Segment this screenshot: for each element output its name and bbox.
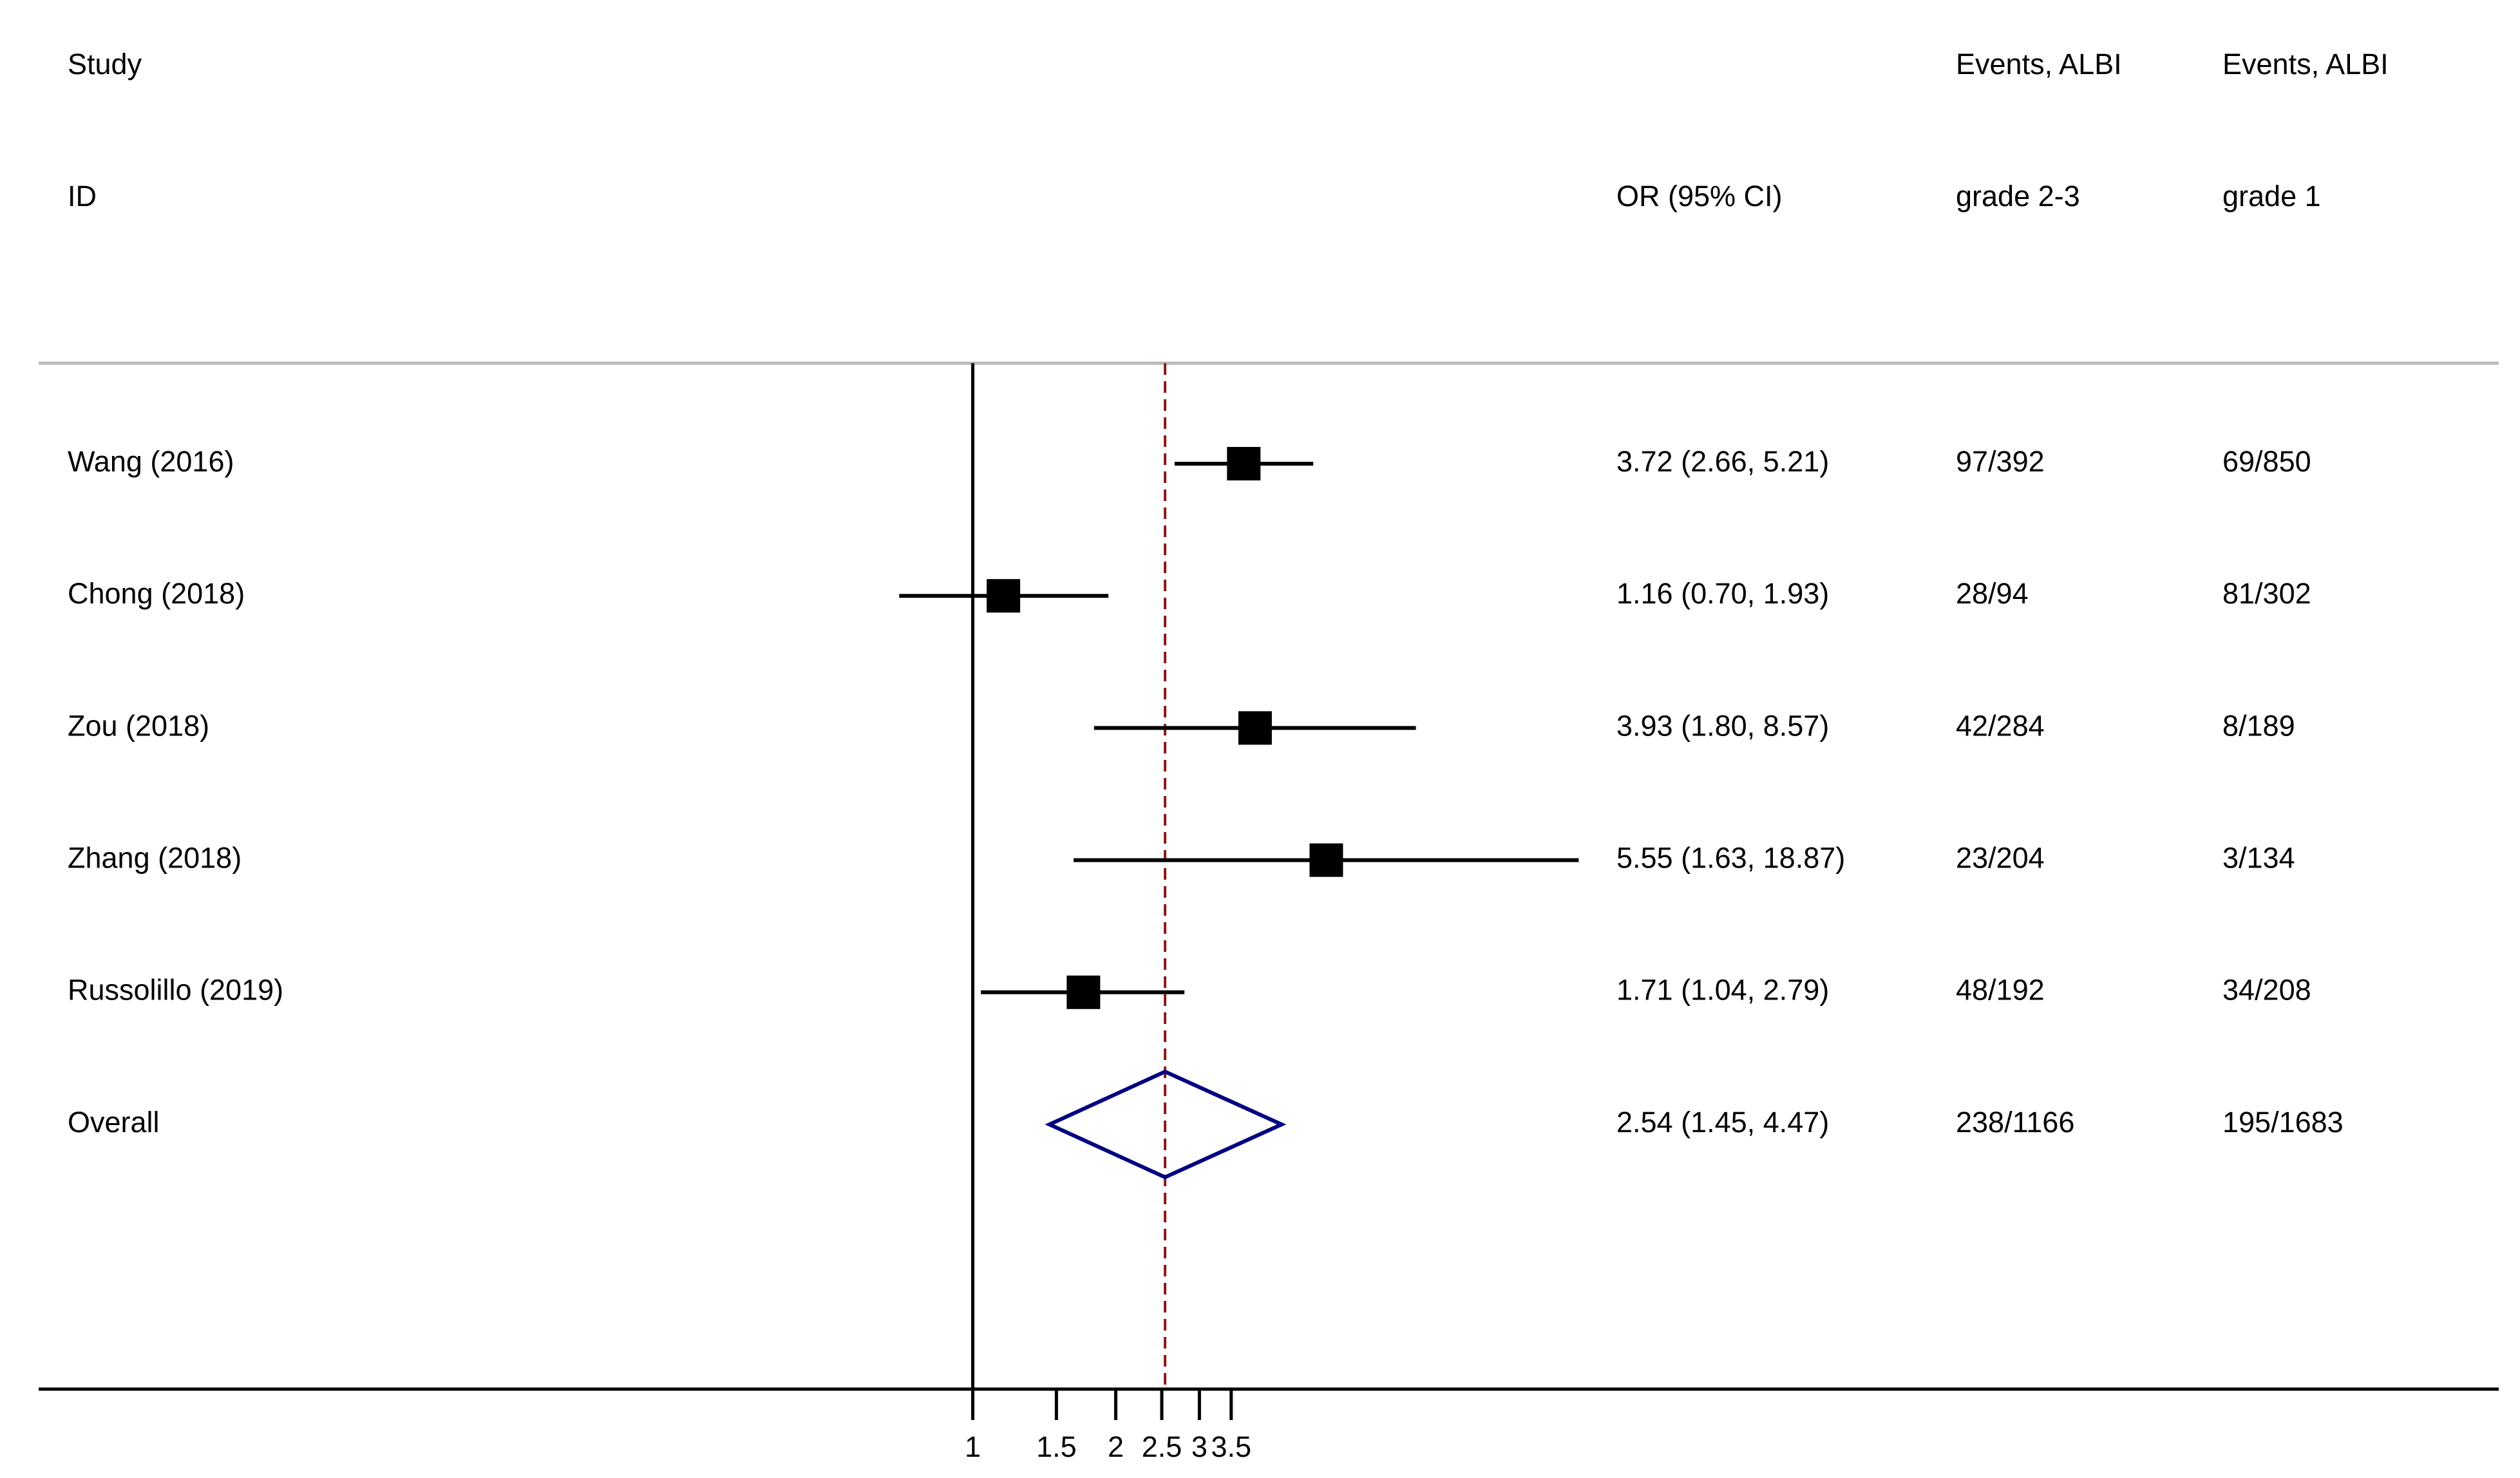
study-label: Overall bbox=[68, 1106, 160, 1139]
or-label: 3.93 (1.80, 8.57) bbox=[1616, 709, 1829, 742]
events-grade-1: 34/208 bbox=[2222, 974, 2311, 1007]
study-label: Wang (2016) bbox=[68, 445, 234, 478]
point-estimate bbox=[1309, 843, 1343, 877]
column-header: grade 1 bbox=[2222, 180, 2321, 213]
overall-diamond bbox=[1045, 1069, 1287, 1180]
events-grade-1: 8/189 bbox=[2222, 709, 2295, 742]
or-label: 2.54 (1.45, 4.47) bbox=[1616, 1106, 1829, 1139]
column-header: OR (95% CI) bbox=[1616, 180, 1783, 213]
events-grade-1: 81/302 bbox=[2222, 577, 2311, 610]
study-label: Zhang (2018) bbox=[68, 841, 242, 874]
x-tick-label: 2 bbox=[1108, 1430, 1124, 1463]
x-tick-label: 1 bbox=[965, 1430, 981, 1463]
events-grade-2-3: 23/204 bbox=[1956, 841, 2045, 874]
events-grade-2-3: 42/284 bbox=[1956, 709, 2045, 742]
study-label: Russolillo (2019) bbox=[68, 974, 283, 1007]
x-tick-label: 3.5 bbox=[1211, 1430, 1251, 1463]
x-tick-label: 2.5 bbox=[1142, 1430, 1182, 1463]
study-label: Chong (2018) bbox=[68, 577, 245, 610]
events-grade-2-3: 97/392 bbox=[1956, 445, 2045, 478]
events-grade-2-3: 238/1166 bbox=[1956, 1106, 2074, 1139]
x-tick-label: 1.5 bbox=[1036, 1430, 1077, 1463]
events-grade-2-3: 28/94 bbox=[1956, 577, 2029, 610]
column-header: grade 2-3 bbox=[1956, 180, 2080, 213]
column-header: ID bbox=[68, 180, 97, 213]
or-label: 5.55 (1.63, 18.87) bbox=[1616, 841, 1845, 874]
column-header: Study bbox=[68, 48, 142, 81]
events-grade-1: 195/1683 bbox=[2222, 1106, 2344, 1139]
point-estimate bbox=[1227, 447, 1261, 480]
study-label: Zou (2018) bbox=[68, 709, 209, 742]
events-grade-1: 69/850 bbox=[2222, 445, 2311, 478]
or-label: 1.71 (1.04, 2.79) bbox=[1616, 974, 1829, 1007]
or-label: 3.72 (2.66, 5.21) bbox=[1616, 445, 1829, 478]
point-estimate bbox=[1066, 975, 1101, 1009]
events-grade-2-3: 48/192 bbox=[1956, 974, 2045, 1007]
column-header: Events, ALBI bbox=[2222, 48, 2389, 81]
point-estimate bbox=[1238, 711, 1272, 745]
or-label: 1.16 (0.70, 1.93) bbox=[1616, 577, 1829, 610]
events-grade-1: 3/134 bbox=[2222, 841, 2295, 874]
x-tick-label: 3 bbox=[1191, 1430, 1208, 1463]
column-header: Events, ALBI bbox=[1956, 48, 2122, 81]
point-estimate bbox=[987, 579, 1021, 613]
